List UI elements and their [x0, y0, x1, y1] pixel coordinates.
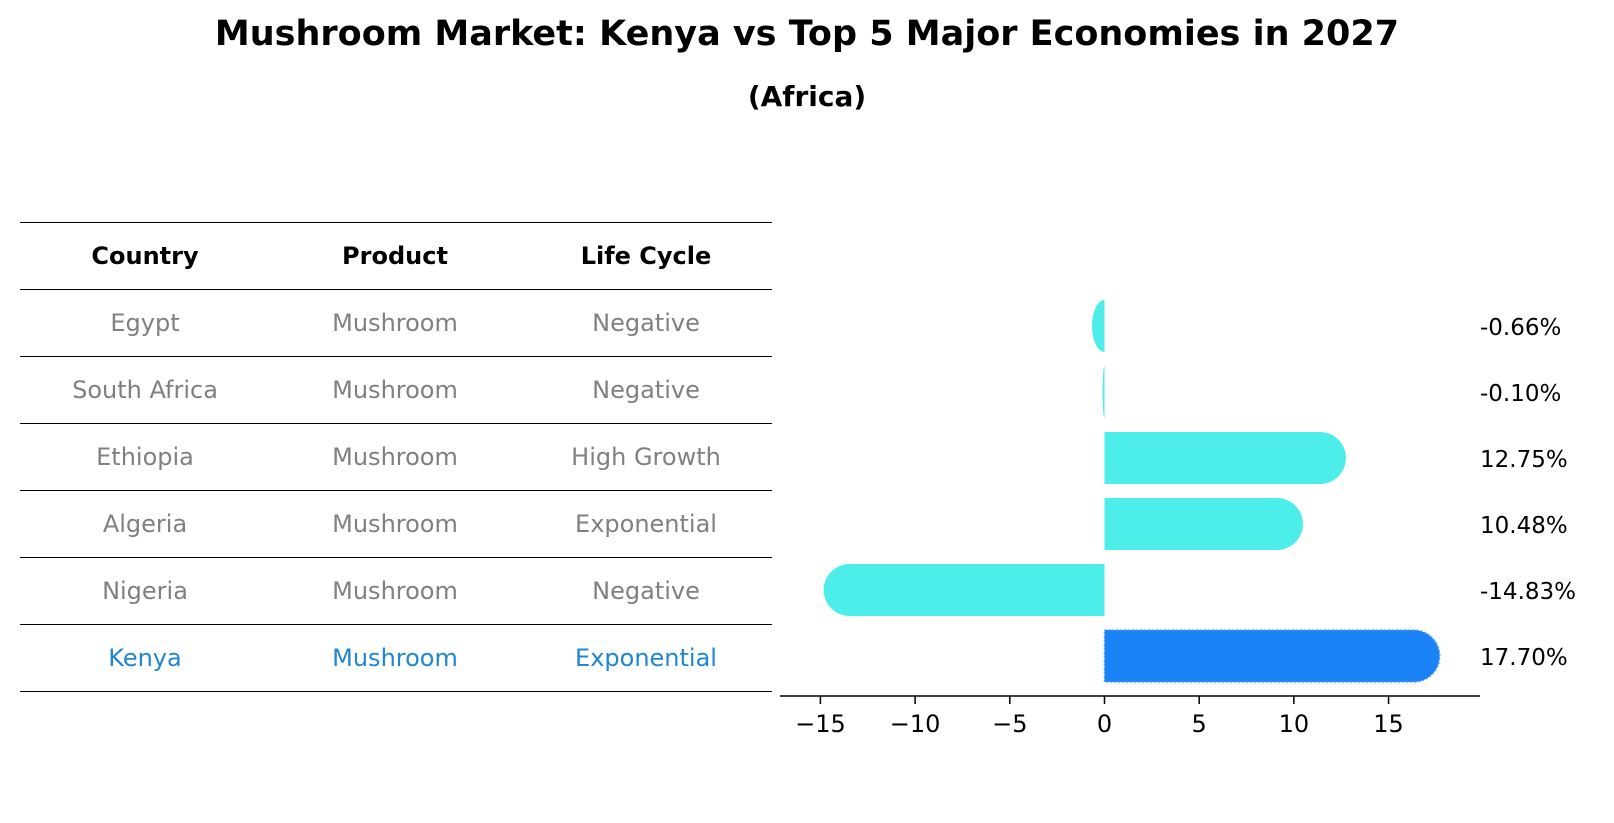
cell-life-cycle: Exponential	[575, 510, 717, 538]
header-life-cycle: Life Cycle	[580, 242, 712, 270]
cell-country: Kenya	[108, 644, 182, 672]
cell-life-cycle: Exponential	[575, 644, 717, 672]
table-row: South Africa Mushroom Negative	[20, 356, 772, 423]
table-row: Algeria Mushroom Exponential	[20, 490, 772, 557]
cell-product: Mushroom	[332, 644, 458, 672]
header-country: Country	[91, 242, 199, 270]
cell-country: South Africa	[72, 376, 218, 404]
cell-country: Ethiopia	[96, 443, 194, 471]
table-header: Country Product Life Cycle	[20, 222, 772, 289]
cell-product: Mushroom	[332, 443, 458, 471]
cell-life-cycle: Negative	[592, 577, 700, 605]
table-row: Ethiopia Mushroom High Growth	[20, 423, 772, 490]
cell-life-cycle: Negative	[592, 309, 700, 337]
table-row-highlight: Kenya Mushroom Exponential	[20, 624, 772, 692]
value-label: 17.70%	[1480, 645, 1568, 671]
cell-country: Nigeria	[102, 577, 188, 605]
cell-product: Mushroom	[332, 376, 458, 404]
bar-chart: -0.66% -0.10% 12.75% 10.48% -14.83% 17.70% −15…	[780, 300, 1576, 738]
bar-algeria	[1104, 498, 1303, 550]
value-label: 10.48%	[1480, 513, 1568, 539]
market-table: Country Product Life Cycle Egypt Mushroo…	[20, 222, 772, 692]
chart-title: Mushroom Market: Kenya vs Top 5 Major Ec…	[214, 14, 1400, 54]
x-tick-label: 0	[1097, 710, 1112, 738]
bar-south-africa	[1102, 366, 1105, 418]
bar-egypt	[1091, 300, 1105, 352]
bar-ethiopia	[1104, 432, 1346, 484]
header-product: Product	[342, 242, 448, 270]
cell-life-cycle: High Growth	[571, 443, 721, 471]
cell-country: Egypt	[110, 309, 180, 337]
bar-nigeria	[823, 564, 1105, 616]
cell-product: Mushroom	[332, 510, 458, 538]
table-row: Egypt Mushroom Negative	[20, 289, 772, 356]
x-tick-label: −5	[992, 710, 1027, 738]
x-tick-label: −15	[795, 710, 846, 738]
x-tick-label: 15	[1373, 710, 1404, 738]
cell-life-cycle: Negative	[592, 376, 700, 404]
value-label: -14.83%	[1480, 579, 1576, 605]
x-tick-label: −10	[890, 710, 941, 738]
bar-kenya	[1103, 629, 1441, 683]
value-label: 12.75%	[1480, 447, 1568, 473]
value-label: -0.10%	[1480, 381, 1561, 407]
chart-subtitle: (Africa)	[747, 80, 867, 113]
x-tick-label: 10	[1279, 710, 1310, 738]
x-tick-label: 5	[1192, 710, 1207, 738]
table-row: Nigeria Mushroom Negative	[20, 557, 772, 624]
cell-country: Algeria	[102, 510, 188, 538]
value-label: -0.66%	[1480, 315, 1561, 341]
cell-product: Mushroom	[332, 309, 458, 337]
cell-product: Mushroom	[332, 577, 458, 605]
